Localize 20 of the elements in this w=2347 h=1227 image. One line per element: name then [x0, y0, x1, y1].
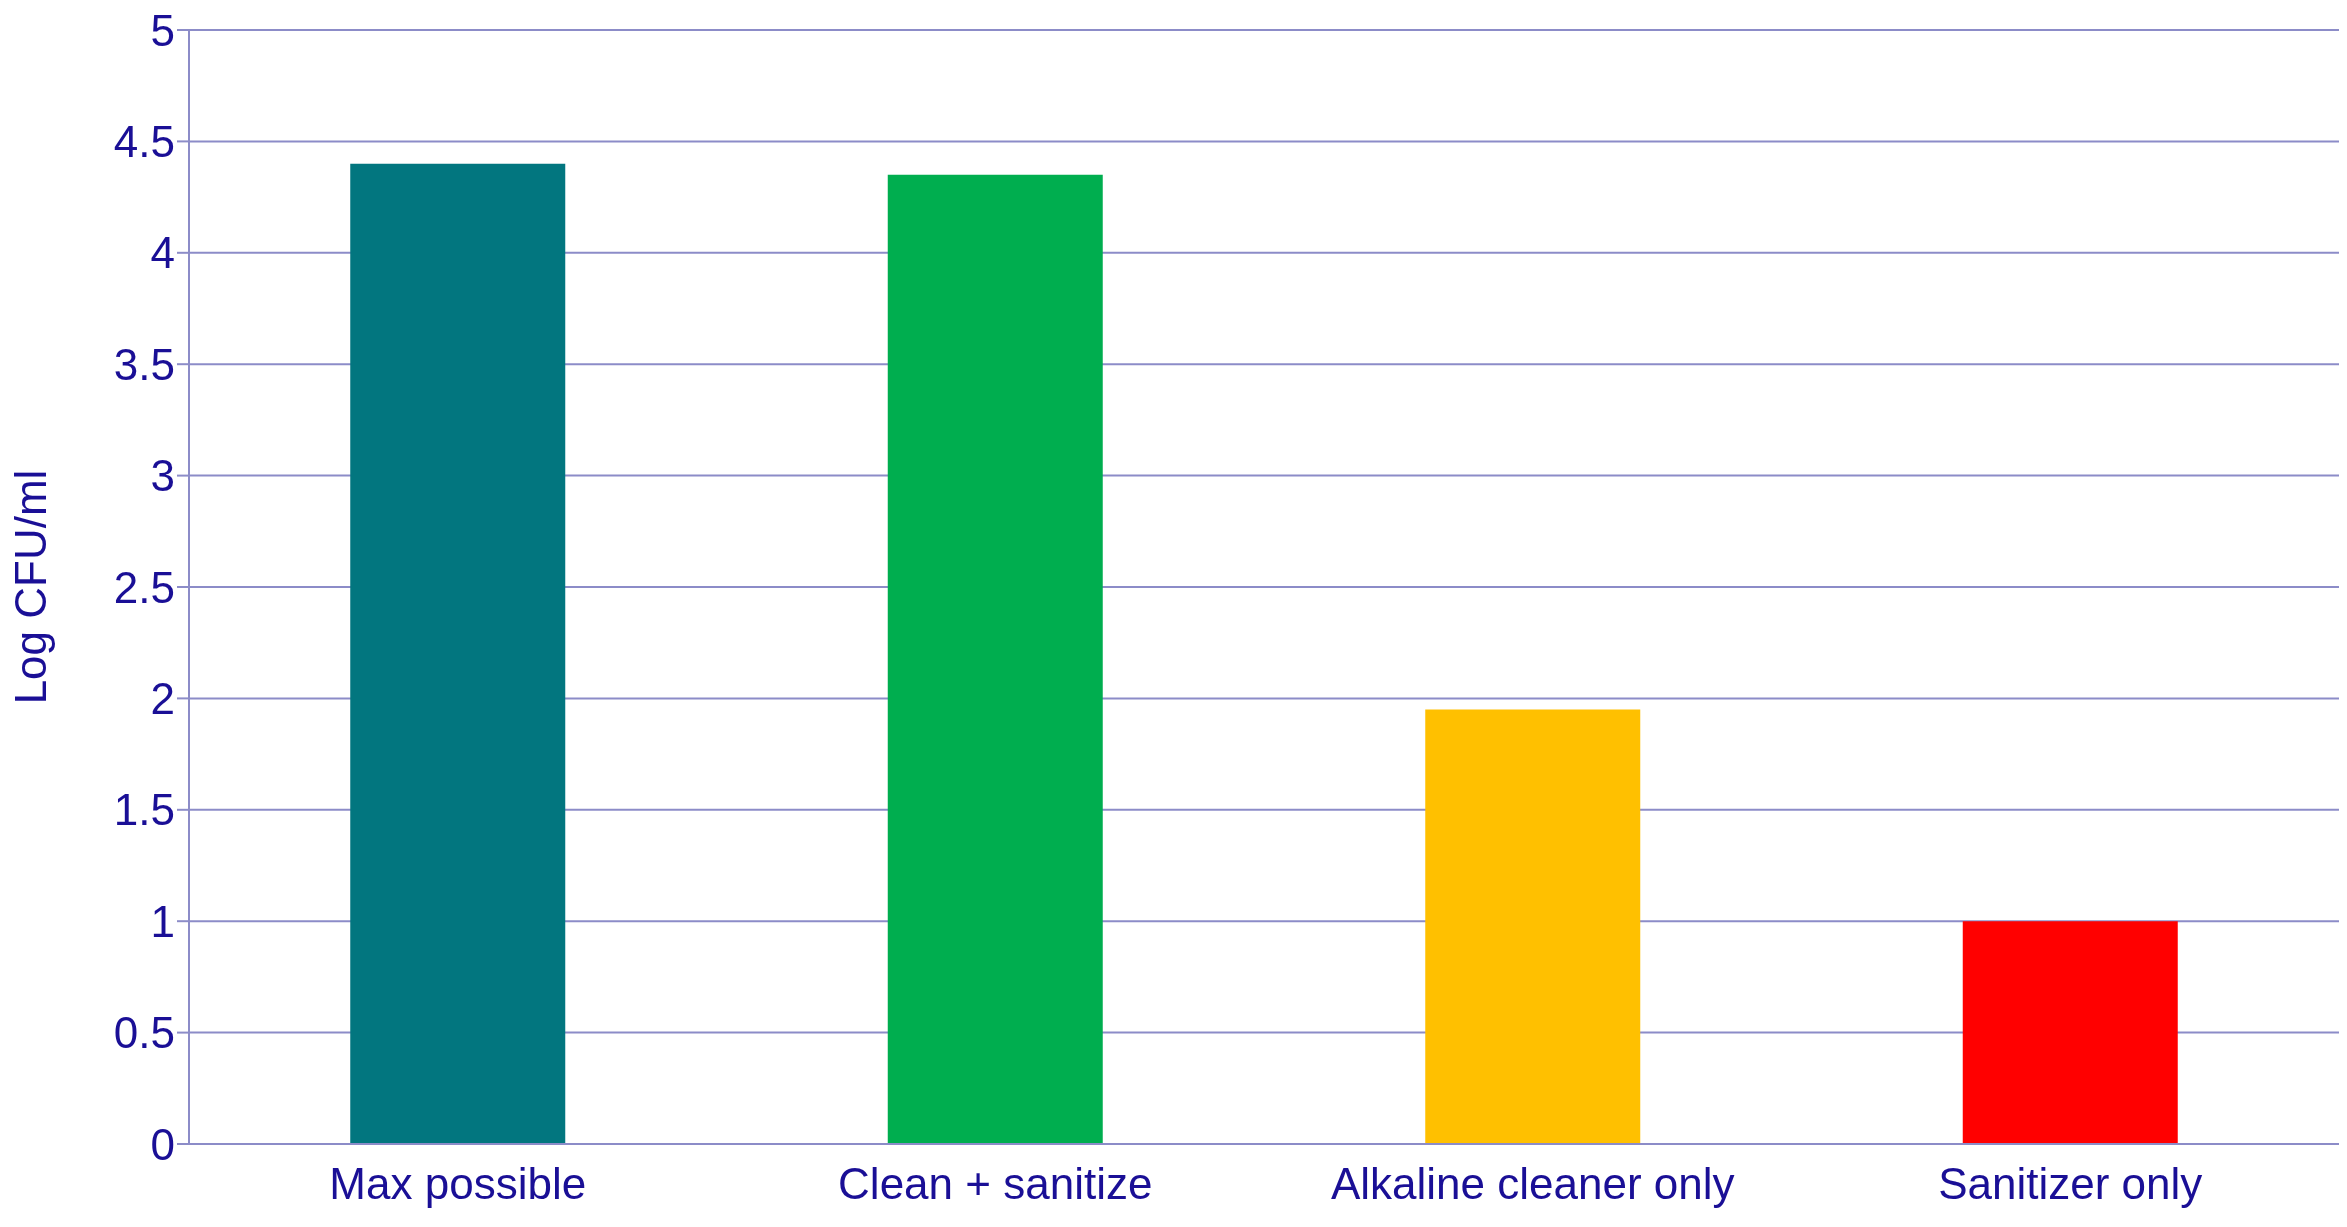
bar — [1425, 709, 1641, 1144]
y-tick-label: 2.5 — [113, 562, 175, 612]
y-tick-label: 3 — [150, 451, 175, 501]
y-axis-title: Log CFU/ml — [5, 469, 55, 705]
y-tick-label: 3.5 — [113, 339, 175, 389]
x-tick-label: Clean + sanitize — [838, 1159, 1153, 1209]
y-tick-label: 1 — [150, 896, 175, 946]
y-tick-label: 0 — [150, 1119, 175, 1169]
y-tick-label: 4.5 — [113, 117, 175, 167]
bar — [1962, 921, 2178, 1144]
y-tick-label: 4 — [150, 228, 175, 278]
x-tick-label: Max possible — [329, 1159, 587, 1209]
y-tick-label: 2 — [150, 674, 175, 724]
y-tick-label: 1.5 — [113, 785, 175, 835]
x-tick-label: Sanitizer only — [1938, 1159, 2203, 1209]
x-tick-label: Alkaline cleaner only — [1330, 1159, 1735, 1209]
y-tick-label: 5 — [150, 5, 175, 55]
y-tick-label: 0.5 — [113, 1008, 175, 1058]
bar — [887, 174, 1103, 1144]
bar — [350, 163, 566, 1144]
